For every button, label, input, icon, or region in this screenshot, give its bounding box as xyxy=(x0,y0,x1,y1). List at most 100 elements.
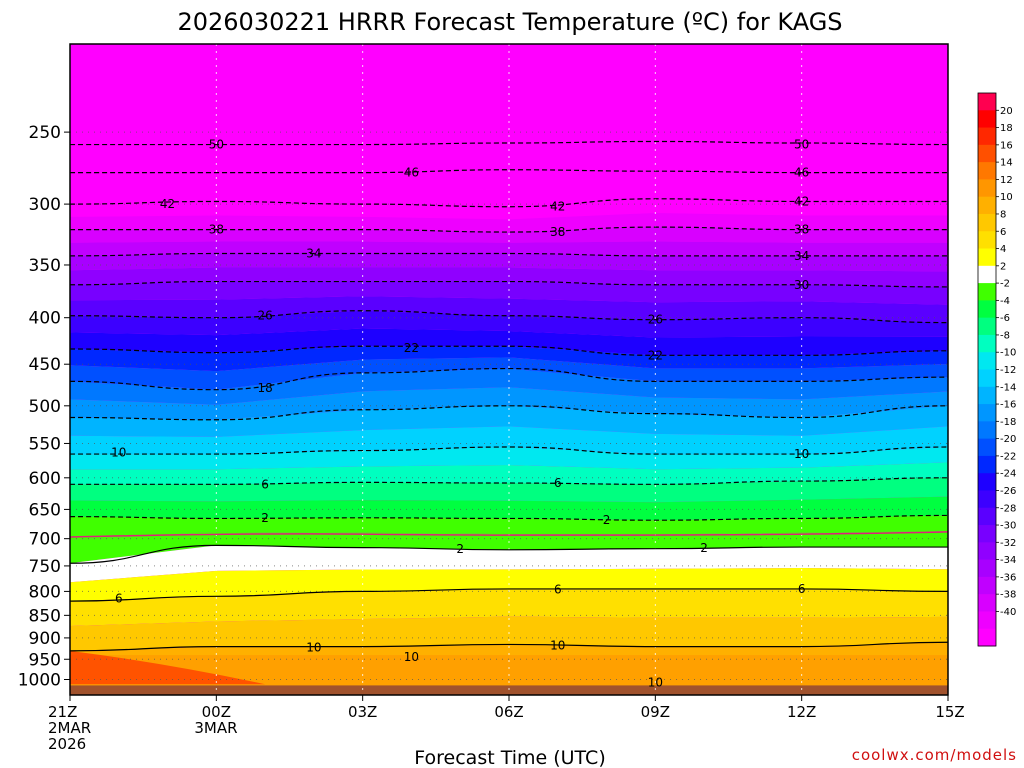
colorbar-label: 4 xyxy=(1000,244,1006,255)
isotherm--22 xyxy=(69,345,949,356)
colorbar-swatch xyxy=(978,265,996,284)
y-tick-label: 500 xyxy=(29,397,61,417)
colorbar-swatch xyxy=(978,334,996,353)
temperature-band xyxy=(70,368,948,405)
contour-label: 22 xyxy=(648,348,663,362)
colorbar-swatch xyxy=(978,404,996,422)
y-tick-label: 700 xyxy=(29,530,61,550)
colorbar-swatch xyxy=(978,525,996,543)
temperature-band xyxy=(70,496,948,521)
x-tick-label: 2026 xyxy=(48,735,86,753)
colorbar-swatch xyxy=(978,455,996,474)
colorbar-swatch xyxy=(978,283,996,301)
colorbar-label: 16 xyxy=(1000,140,1013,151)
colorbar-label: -34 xyxy=(1000,555,1016,566)
credit-text: coolwx.com/models xyxy=(852,746,1017,764)
contour-label: 10 xyxy=(794,447,809,461)
colorbar-swatch xyxy=(978,542,996,561)
colorbar-swatch xyxy=(978,93,996,111)
colorbar-label: -24 xyxy=(1000,469,1016,480)
y-tick-label: 800 xyxy=(29,582,61,602)
colorbar-label: -32 xyxy=(1000,538,1016,549)
x-tick-label: 21Z xyxy=(48,703,77,721)
colorbar-swatch xyxy=(978,594,996,612)
temperature-band xyxy=(70,212,948,233)
colorbar-swatch xyxy=(978,162,996,180)
isotherm--50 xyxy=(69,140,949,146)
x-tick-label: 15Z xyxy=(935,703,964,721)
colorbar-label: -4 xyxy=(1000,296,1010,307)
colorbar-swatch xyxy=(978,421,996,440)
isotherm--34 xyxy=(69,252,949,257)
x-tick-label: 00Z xyxy=(202,703,231,721)
x-axis-label: Forecast Time (UTC) xyxy=(414,747,605,768)
y-tick-label: 550 xyxy=(29,434,61,454)
contour-label: 30 xyxy=(794,278,809,292)
colorbar-swatch xyxy=(978,438,996,457)
contour-label: 26 xyxy=(257,309,272,323)
colorbar-swatch xyxy=(978,179,996,198)
y-tick-label: 1000 xyxy=(18,671,61,691)
isotherm-2 xyxy=(69,544,948,564)
contour-label: 46 xyxy=(794,166,809,180)
y-tick-label: 850 xyxy=(29,606,61,626)
isotherm--2 xyxy=(69,514,949,521)
y-tick-label: 900 xyxy=(29,629,61,649)
x-tick-label: 3MAR xyxy=(194,719,237,737)
temperature-band xyxy=(70,357,948,390)
contour-label: 18 xyxy=(257,381,272,395)
temperature-band xyxy=(70,405,948,437)
contour-label: 6 xyxy=(115,592,123,606)
temperature-band xyxy=(70,169,948,189)
contour-label: 38 xyxy=(209,223,224,237)
contour-label: 10 xyxy=(648,676,663,690)
colorbar-label: -16 xyxy=(1000,400,1016,411)
contour-label: 10 xyxy=(306,640,321,654)
colorbar-label: -36 xyxy=(1000,572,1016,583)
grid-lines xyxy=(69,44,949,695)
y-tick-label: 300 xyxy=(29,195,61,215)
y-tick-label: 350 xyxy=(29,256,61,276)
temperature-band xyxy=(70,462,948,485)
colorbar-label: -40 xyxy=(1000,607,1016,618)
colorbar-label: 2 xyxy=(1000,261,1006,272)
colorbar-swatch xyxy=(978,559,996,578)
contour-label: 42 xyxy=(794,194,809,208)
colorbar-label: 20 xyxy=(1000,106,1013,117)
contour-label: 6 xyxy=(554,476,562,490)
contour-label: 42 xyxy=(550,200,565,214)
colorbar-swatch xyxy=(978,127,996,146)
x-tick-label: 12Z xyxy=(787,703,816,721)
colorbar-swatch xyxy=(978,352,996,370)
y-axis: 250 300 350 400 450 500 550 600 650 700 750 800 850 9… xyxy=(18,123,70,691)
contour-label: 42 xyxy=(160,197,175,211)
contour-label: 6 xyxy=(261,477,269,491)
contour-label: 10 xyxy=(550,639,565,653)
colorbar-swatch xyxy=(978,628,996,647)
colorbar-swatch xyxy=(978,507,996,526)
temperature-band xyxy=(70,198,948,220)
x-tick-label: 03Z xyxy=(348,703,377,721)
contour-label: 2 xyxy=(261,511,269,525)
colorbar-swatch xyxy=(978,231,996,250)
colorbar-label: -2 xyxy=(1000,279,1010,290)
colorbar-label: -8 xyxy=(1000,330,1010,341)
isotherm--14 xyxy=(69,405,949,421)
temperature-band xyxy=(70,328,948,356)
x-tick-label: 06Z xyxy=(494,703,523,721)
temperature-band xyxy=(70,387,948,420)
y-tick-label: 950 xyxy=(29,650,61,670)
y-tick-label: 750 xyxy=(29,557,61,577)
contour-label: 10 xyxy=(111,446,126,460)
temperature-band xyxy=(70,426,948,455)
isotherm--38 xyxy=(70,226,948,233)
colorbar-label: -20 xyxy=(1000,434,1016,445)
colorbar-label: -14 xyxy=(1000,382,1016,393)
contour-label: 2 xyxy=(456,542,464,556)
isotherm--42 xyxy=(69,198,948,208)
isotherm--6 xyxy=(69,477,949,485)
colorbar-label: -28 xyxy=(1000,503,1016,514)
